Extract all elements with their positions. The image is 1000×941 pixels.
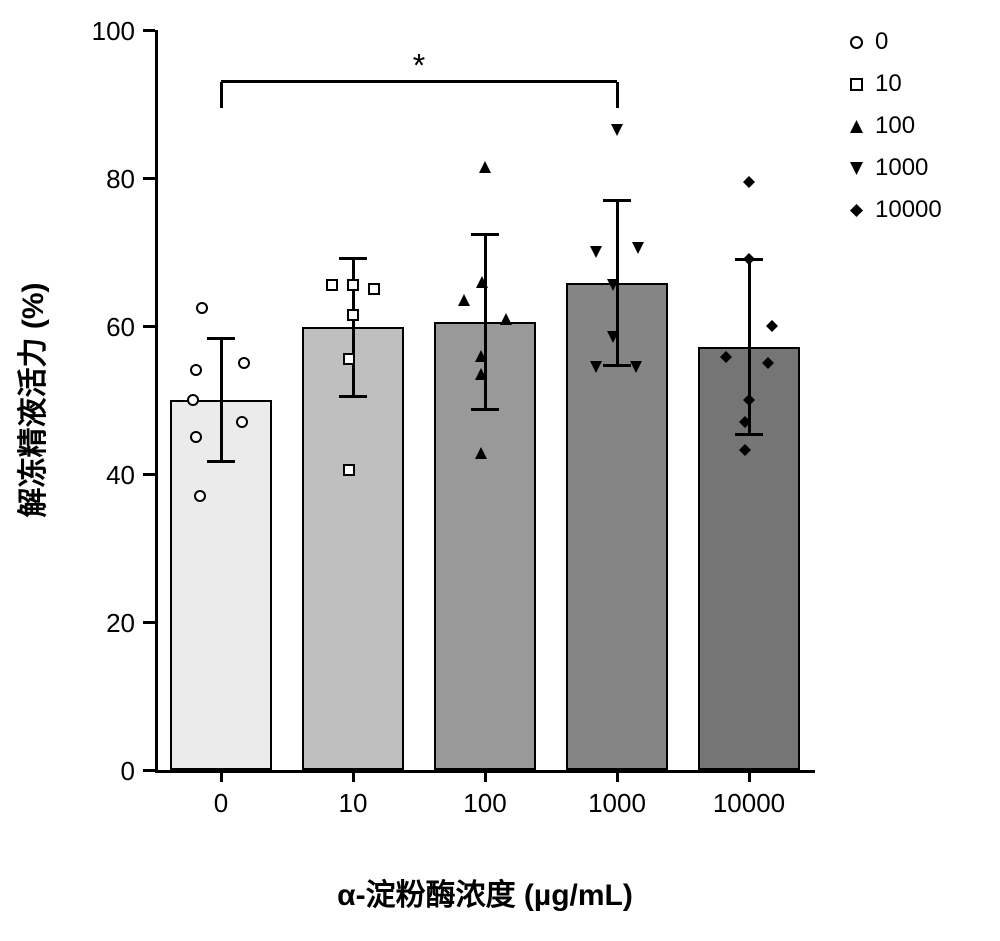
scatter-point xyxy=(236,416,248,428)
errorbar-cap-lower xyxy=(471,408,499,411)
scatter-point xyxy=(187,394,199,406)
x-tick-label: 10 xyxy=(339,788,368,819)
errorbar-cap-lower xyxy=(603,364,631,367)
legend-item: 1000 xyxy=(850,154,942,182)
y-tick-label: 0 xyxy=(121,756,135,787)
significance-star: * xyxy=(413,47,425,84)
scatter-point xyxy=(607,279,619,291)
legend-item: 10 xyxy=(850,70,942,98)
errorbar-line xyxy=(484,235,487,410)
legend-marker xyxy=(850,36,863,49)
scatter-point xyxy=(739,416,751,428)
scatter-point xyxy=(720,351,732,363)
x-tick-label: 1000 xyxy=(588,788,646,819)
x-tick-label: 0 xyxy=(214,788,228,819)
errorbar-line xyxy=(220,339,223,462)
x-tick-label: 10000 xyxy=(713,788,785,819)
errorbar-cap-lower xyxy=(207,460,235,463)
legend-marker xyxy=(850,78,863,91)
y-tick xyxy=(143,325,155,328)
scatter-point xyxy=(479,161,491,173)
scatter-point xyxy=(739,444,751,456)
errorbar-cap-upper xyxy=(207,337,235,340)
scatter-point xyxy=(590,246,602,258)
scatter-point xyxy=(194,490,206,502)
legend-label: 100 xyxy=(875,112,915,140)
scatter-point xyxy=(347,309,359,321)
legend-label: 10 xyxy=(875,70,902,98)
y-tick xyxy=(143,473,155,476)
y-tick xyxy=(143,29,155,32)
legend-marker xyxy=(850,162,863,175)
errorbar-cap-upper xyxy=(471,233,499,236)
scatter-point xyxy=(475,447,487,459)
scatter-point xyxy=(238,357,250,369)
x-tick xyxy=(748,770,751,782)
errorbar-cap-upper xyxy=(339,257,367,260)
x-tick xyxy=(616,770,619,782)
scatter-point xyxy=(607,331,619,343)
scatter-point xyxy=(347,279,359,291)
chart-container: 解冻精液活力 (%) α-淀粉酶浓度 (µg/mL) 0101001000100… xyxy=(0,0,1000,941)
x-tick xyxy=(220,770,223,782)
legend-label: 0 xyxy=(875,28,888,56)
scatter-point xyxy=(458,294,470,306)
scatter-point xyxy=(190,364,202,376)
errorbar-cap-upper xyxy=(603,199,631,202)
scatter-point xyxy=(743,253,755,265)
legend-marker xyxy=(850,204,863,217)
x-axis-label: α-淀粉酶浓度 (µg/mL) xyxy=(337,870,633,914)
y-tick xyxy=(143,621,155,624)
y-tick-label: 60 xyxy=(106,312,135,343)
legend-item: 0 xyxy=(850,28,942,56)
y-tick-label: 80 xyxy=(106,164,135,195)
x-tick xyxy=(484,770,487,782)
significance-drop-left xyxy=(220,82,223,108)
scatter-point xyxy=(590,361,602,373)
scatter-point xyxy=(196,302,208,314)
legend-marker xyxy=(850,120,863,133)
errorbar-cap-lower xyxy=(735,433,763,436)
y-tick xyxy=(143,177,155,180)
scatter-point xyxy=(475,350,487,362)
x-tick-label: 100 xyxy=(463,788,506,819)
significance-drop-right xyxy=(616,82,619,108)
scatter-point xyxy=(743,176,755,188)
scatter-point xyxy=(762,357,774,369)
scatter-point xyxy=(766,320,778,332)
y-axis-label: 解冻精液活力 (%) xyxy=(8,283,52,518)
scatter-point xyxy=(343,353,355,365)
scatter-point xyxy=(343,464,355,476)
scatter-point xyxy=(475,368,487,380)
scatter-point xyxy=(632,242,644,254)
y-axis xyxy=(155,30,158,770)
y-tick xyxy=(143,769,155,772)
scatter-point xyxy=(326,279,338,291)
errorbar-cap-lower xyxy=(339,395,367,398)
y-tick-label: 100 xyxy=(92,16,135,47)
legend-item: 100 xyxy=(850,112,942,140)
scatter-point xyxy=(368,283,380,295)
legend: 0 10 100 1000 10000 xyxy=(850,28,942,238)
scatter-point xyxy=(500,313,512,325)
scatter-point xyxy=(476,276,488,288)
scatter-point xyxy=(743,394,755,406)
scatter-point xyxy=(190,431,202,443)
legend-label: 1000 xyxy=(875,154,928,182)
x-tick xyxy=(352,770,355,782)
legend-label: 10000 xyxy=(875,196,942,224)
y-tick-label: 20 xyxy=(106,608,135,639)
scatter-point xyxy=(611,124,623,136)
errorbar-line xyxy=(748,259,751,434)
y-tick-label: 40 xyxy=(106,460,135,491)
legend-item: 10000 xyxy=(850,196,942,224)
scatter-point xyxy=(630,361,642,373)
